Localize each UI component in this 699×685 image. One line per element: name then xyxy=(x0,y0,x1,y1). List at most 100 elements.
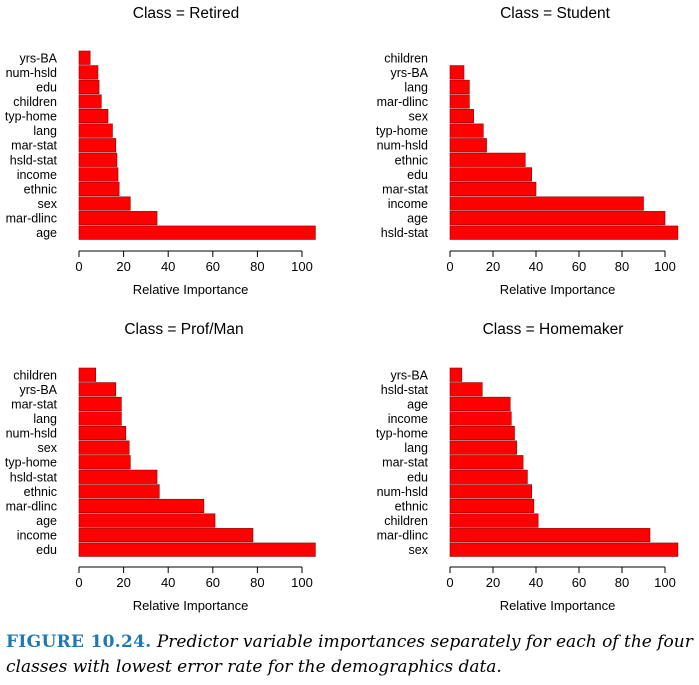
bar-edu xyxy=(449,167,532,182)
category-label: num-hsld xyxy=(6,427,57,441)
bar-age xyxy=(78,513,216,528)
x-tick-label: 20 xyxy=(116,259,130,274)
category-label: hsld-stat xyxy=(10,470,58,484)
x-tick-label: 60 xyxy=(572,575,586,590)
bar-typ-home xyxy=(449,426,515,441)
x-tick-label: 60 xyxy=(206,575,220,590)
bar-yrs-BA xyxy=(449,65,465,80)
category-label: ethnic xyxy=(395,499,428,513)
bar-ethnic xyxy=(78,181,120,197)
x-tick-label: 0 xyxy=(446,575,453,590)
category-label: ethnic xyxy=(24,485,57,499)
bar-mar-dlinc xyxy=(449,94,470,109)
category-label: typ-home xyxy=(5,110,57,124)
bar-mar-stat xyxy=(78,138,117,153)
category-label: ethnic xyxy=(395,153,428,167)
x-tick-label: 80 xyxy=(615,575,629,590)
x-tick-label: 80 xyxy=(250,575,264,590)
bar-typ-home xyxy=(78,109,109,124)
category-label: age xyxy=(36,514,57,528)
bar-typ-home xyxy=(449,123,484,138)
bar-income xyxy=(449,411,512,426)
category-label: typ-home xyxy=(5,456,57,470)
category-label: edu xyxy=(407,470,428,484)
bar-sex xyxy=(78,440,130,455)
chart-panel-1: Class = Retired yrs-BAnum-hsldeduchildren… xyxy=(5,5,316,297)
x-tick-label: 80 xyxy=(250,259,264,274)
bar-children xyxy=(449,513,539,528)
bar-lang xyxy=(449,79,470,94)
category-label: age xyxy=(407,397,428,411)
bar-hsld-stat xyxy=(78,469,158,484)
x-tick-label: 60 xyxy=(206,259,220,274)
category-label: lang xyxy=(404,441,428,455)
x-tick-label: 80 xyxy=(615,259,629,274)
category-label: sex xyxy=(409,110,429,124)
bar-age xyxy=(449,396,511,411)
x-axis-label: Relative Importance xyxy=(500,598,616,613)
bar-edu xyxy=(449,469,528,484)
category-label: income xyxy=(17,168,57,182)
bar-sex xyxy=(449,542,679,557)
category-label: sex xyxy=(38,441,58,455)
bar-yrs-BA xyxy=(78,382,117,397)
category-label: age xyxy=(407,212,428,226)
bar-hsld-stat xyxy=(449,225,679,240)
bar-mar-dlinc xyxy=(449,528,651,543)
x-tick-label: 20 xyxy=(486,259,500,274)
bar-num-hsld xyxy=(449,138,487,153)
bar-ethnic xyxy=(78,484,160,499)
category-label: income xyxy=(388,412,428,426)
bar-income xyxy=(78,167,119,182)
chart-title: Class = Retired xyxy=(133,5,239,22)
category-label: children xyxy=(384,514,428,528)
bar-children xyxy=(78,94,102,109)
figure-caption: FIGURE 10.24. Predictor variable importa… xyxy=(6,630,696,680)
category-label: sex xyxy=(409,543,429,557)
chart-panel-4: Class = Homemaker yrs-BAhsld-statageincom… xyxy=(376,321,679,613)
category-label: mar-dlinc xyxy=(377,95,428,109)
bar-num-hsld xyxy=(78,65,99,80)
figure-area: Class = Retired yrs-BA num-hsld edu children… xyxy=(5,5,679,613)
category-label: mar-stat xyxy=(382,182,428,196)
bar-age xyxy=(78,225,316,240)
x-tick-label: 40 xyxy=(529,575,543,590)
bar-hsld-stat xyxy=(449,382,483,397)
bar-mar-stat xyxy=(78,396,122,411)
caption-label: FIGURE 10.24. xyxy=(6,632,152,652)
charts-svg: Class = Retiredyrs-BAnum-hsldeduchildren… xyxy=(5,5,679,613)
category-label: hsld-stat xyxy=(10,153,58,167)
x-tick-label: 60 xyxy=(572,259,586,274)
bar-ethnic xyxy=(449,152,526,167)
bar-edu xyxy=(78,79,100,94)
x-tick-label: 100 xyxy=(654,575,676,590)
bar-typ-home xyxy=(78,455,131,470)
category-label: income xyxy=(388,197,428,211)
x-axis-label: Relative Importance xyxy=(500,282,616,297)
category-label: yrs-BA xyxy=(20,51,58,65)
category-label: mar-stat xyxy=(11,139,57,153)
category-label: edu xyxy=(36,80,57,94)
category-label: num-hsld xyxy=(377,485,428,499)
bar-num-hsld xyxy=(78,426,127,441)
chart-title: Class = Student xyxy=(500,5,611,22)
bar-mar-dlinc xyxy=(78,498,205,514)
bar-lang xyxy=(78,123,113,138)
x-tick-label: 100 xyxy=(654,259,676,274)
category-label: ethnic xyxy=(24,182,57,196)
bar-mar-stat xyxy=(449,181,537,197)
category-label: children xyxy=(13,95,57,109)
category-label: children xyxy=(13,368,57,382)
bar-income xyxy=(78,528,254,543)
category-label: yrs-BA xyxy=(391,66,429,80)
x-tick-label: 40 xyxy=(161,575,175,590)
x-tick-label: 100 xyxy=(291,575,313,590)
chart-panel-2: Class = Student childrenyrs-BAlangmar-dli… xyxy=(376,5,679,297)
category-label: children xyxy=(384,51,428,65)
bar-edu xyxy=(78,542,316,557)
category-label: lang xyxy=(404,80,428,94)
chart-title: Class = Homemaker xyxy=(483,321,624,338)
caption-text: Predictor variable importances separatel… xyxy=(6,632,693,677)
bar-hsld-stat xyxy=(78,152,118,167)
category-label: edu xyxy=(407,168,428,182)
